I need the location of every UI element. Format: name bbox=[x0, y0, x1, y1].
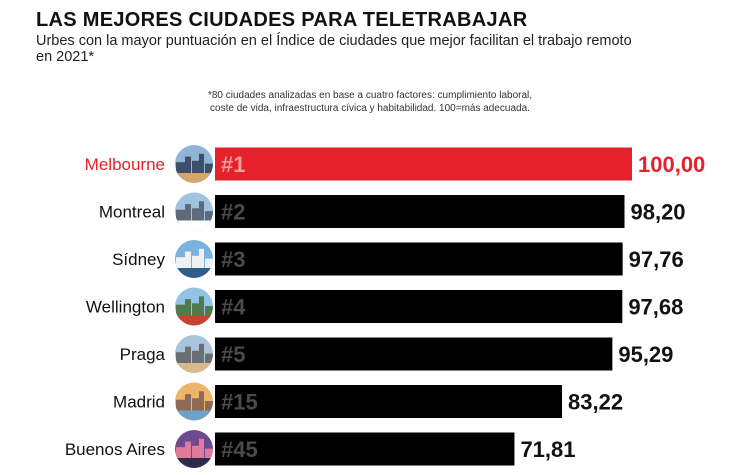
montreal-skyline-icon bbox=[175, 192, 213, 231]
chart-subtitle: Urbes con la mayor puntuación en el Índi… bbox=[36, 33, 632, 65]
bar-0 bbox=[215, 147, 632, 181]
city-label-4: Praga bbox=[120, 345, 166, 364]
bar-1 bbox=[215, 195, 625, 228]
value-label-0: 100,00 bbox=[638, 152, 705, 177]
city-label-1: Montreal bbox=[99, 203, 165, 222]
footnote-line-1: *80 ciudades analizadas en base a cuatro… bbox=[207, 90, 533, 101]
buenos-aires-skyline-icon bbox=[175, 430, 213, 468]
bar-6 bbox=[215, 432, 515, 466]
rank-label-1: #2 bbox=[221, 200, 245, 225]
chart-title: LAS MEJORES CIUDADES PARA TELETRABAJAR bbox=[36, 9, 528, 31]
value-label-6: 71,81 bbox=[520, 437, 575, 462]
rank-label-6: #45 bbox=[221, 437, 258, 462]
wellington-harbour-icon bbox=[175, 287, 213, 326]
city-label-0: Melbourne bbox=[85, 155, 165, 174]
rank-label-3: #4 bbox=[221, 295, 246, 320]
rank-label-0: #1 bbox=[221, 152, 245, 177]
prague-bridge-icon bbox=[175, 335, 213, 373]
value-label-5: 83,22 bbox=[568, 390, 623, 415]
bar-2 bbox=[215, 242, 623, 276]
rank-label-2: #3 bbox=[221, 247, 245, 272]
bar-4 bbox=[215, 337, 613, 371]
sydney-opera-house-icon bbox=[175, 240, 213, 278]
value-label-2: 97,76 bbox=[629, 247, 684, 272]
bar-3 bbox=[215, 290, 623, 323]
city-label-2: Sídney bbox=[112, 250, 165, 269]
value-label-3: 97,68 bbox=[628, 295, 683, 320]
value-label-1: 98,20 bbox=[630, 200, 685, 225]
footnote-line-2: coste de vida, infraestructura cívica y … bbox=[210, 103, 530, 114]
madrid-skyline-icon bbox=[175, 382, 213, 421]
value-label-4: 95,29 bbox=[618, 342, 673, 367]
city-label-6: Buenos Aires bbox=[65, 440, 165, 459]
bar-5 bbox=[215, 385, 563, 418]
city-label-5: Madrid bbox=[113, 393, 165, 412]
city-label-3: Wellington bbox=[86, 298, 165, 317]
rank-label-4: #5 bbox=[221, 342, 245, 367]
rank-label-5: #15 bbox=[221, 390, 258, 415]
melbourne-skyline-icon bbox=[175, 145, 213, 183]
